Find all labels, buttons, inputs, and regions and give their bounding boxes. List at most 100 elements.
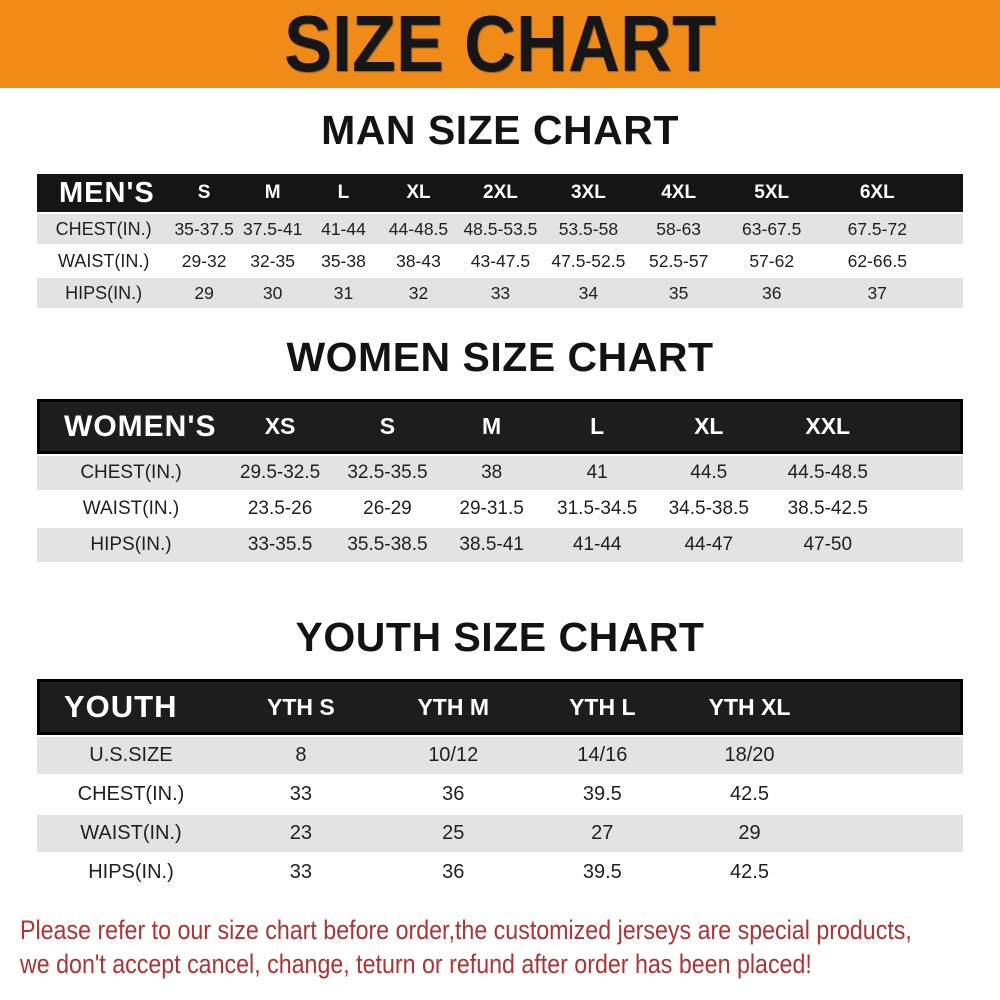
men-cell-0-4: 48.5-53.5 bbox=[457, 214, 544, 244]
men-row-label-1: WAIST(IN.) bbox=[37, 246, 171, 276]
men-cell-0-1: 37.5-41 bbox=[237, 214, 308, 244]
men-header-filler bbox=[935, 174, 963, 212]
women-cell-2-3: 41-44 bbox=[543, 528, 651, 562]
women-cell-filler-2 bbox=[888, 528, 963, 562]
men-cell-filler-2 bbox=[935, 278, 963, 308]
men-column-header-0: S bbox=[170, 174, 238, 212]
youth-column-header-1: YTH M bbox=[376, 679, 530, 735]
women-cell-2-4: 44-47 bbox=[650, 528, 767, 562]
women-cell-filler-0 bbox=[888, 456, 963, 490]
youth-cell-1-2: 39.5 bbox=[529, 776, 675, 813]
youth-cell-2-0: 23 bbox=[224, 815, 377, 852]
men-row-2: HIPS(IN.) 29 30 31 32 33 34 35 36 37 bbox=[37, 278, 963, 308]
men-cell-1-4: 43-47.5 bbox=[457, 246, 544, 276]
youth-corner-label: YOUTH bbox=[37, 679, 225, 735]
youth-cell-3-2: 39.5 bbox=[529, 854, 675, 891]
youth-cell-0-3: 18/20 bbox=[674, 737, 825, 774]
women-cell-0-5: 44.5-48.5 bbox=[766, 456, 889, 490]
men-cell-0-5: 53.5-58 bbox=[543, 214, 634, 244]
youth-header-filler bbox=[824, 679, 963, 735]
men-cell-2-7: 36 bbox=[724, 278, 820, 308]
men-cell-0-8: 67.5-72 bbox=[819, 214, 936, 244]
men-row-label-2: HIPS(IN.) bbox=[37, 278, 171, 308]
women-cell-0-0: 29.5-32.5 bbox=[224, 456, 336, 490]
women-column-header-3: L bbox=[543, 399, 651, 454]
banner: SIZE CHART bbox=[0, 0, 1000, 88]
footnote-line-1: Please refer to our size chart before or… bbox=[20, 915, 912, 945]
women-column-header-2: M bbox=[439, 399, 544, 454]
youth-cell-filler-0 bbox=[824, 737, 963, 774]
women-cell-0-4: 44.5 bbox=[650, 456, 767, 490]
women-column-header-4: XL bbox=[650, 399, 767, 454]
men-cell-1-0: 29-32 bbox=[170, 246, 238, 276]
women-cell-1-1: 26-29 bbox=[335, 492, 440, 526]
youth-column-header-0: YTH S bbox=[224, 679, 377, 735]
women-cell-2-1: 35.5-38.5 bbox=[335, 528, 440, 562]
men-column-header-2: L bbox=[307, 174, 380, 212]
youth-cell-filler-2 bbox=[824, 815, 963, 852]
youth-cell-filler-3 bbox=[824, 854, 963, 891]
men-column-header-8: 6XL bbox=[819, 174, 936, 212]
footnote: Please refer to our size chart before or… bbox=[20, 913, 1000, 981]
youth-section-title: YOUTH SIZE CHART bbox=[295, 614, 705, 660]
men-section-title: MAN SIZE CHART bbox=[321, 107, 679, 153]
men-column-header-5: 3XL bbox=[543, 174, 634, 212]
youth-cell-1-0: 33 bbox=[224, 776, 377, 813]
women-row-label-0: CHEST(IN.) bbox=[37, 456, 225, 490]
men-cell-filler-1 bbox=[935, 246, 963, 276]
youth-cell-3-1: 36 bbox=[376, 854, 530, 891]
men-cell-0-2: 41-44 bbox=[307, 214, 380, 244]
youth-cell-0-1: 10/12 bbox=[376, 737, 530, 774]
men-cell-2-2: 31 bbox=[307, 278, 380, 308]
women-column-header-0: XS bbox=[224, 399, 336, 454]
women-cell-2-0: 33-35.5 bbox=[224, 528, 336, 562]
youth-row-3: HIPS(IN.) 33 36 39.5 42.5 bbox=[37, 854, 963, 891]
youth-cell-1-3: 42.5 bbox=[674, 776, 825, 813]
men-cell-2-3: 32 bbox=[379, 278, 458, 308]
women-size-table: WOMEN'S XS S M L XL XXL CHEST(IN.) 29.5-32.5 32.5… bbox=[37, 397, 963, 564]
youth-cell-2-3: 29 bbox=[674, 815, 825, 852]
women-section-title: WOMEN SIZE CHART bbox=[286, 334, 714, 380]
men-cell-filler-0 bbox=[935, 214, 963, 244]
youth-row-2: WAIST(IN.) 23 25 27 29 bbox=[37, 815, 963, 852]
women-cell-filler-1 bbox=[888, 492, 963, 526]
youth-header-row: YOUTH YTH S YTH M YTH L YTH XL bbox=[37, 679, 963, 735]
women-row-label-1: WAIST(IN.) bbox=[37, 492, 225, 526]
women-header-filler bbox=[888, 399, 963, 454]
men-column-header-4: 2XL bbox=[457, 174, 544, 212]
women-cell-1-5: 38.5-42.5 bbox=[766, 492, 889, 526]
men-cell-1-7: 57-62 bbox=[724, 246, 820, 276]
women-header-row: WOMEN'S XS S M L XL XXL bbox=[37, 399, 963, 454]
women-cell-0-1: 32.5-35.5 bbox=[335, 456, 440, 490]
men-cell-2-8: 37 bbox=[819, 278, 936, 308]
women-corner-label: WOMEN'S bbox=[37, 399, 225, 454]
youth-row-label-0: U.S.SIZE bbox=[37, 737, 225, 774]
men-cell-2-1: 30 bbox=[237, 278, 308, 308]
men-column-header-6: 4XL bbox=[633, 174, 725, 212]
women-row-1: WAIST(IN.) 23.5-26 26-29 29-31.5 31.5-34.5 34… bbox=[37, 492, 963, 526]
men-cell-2-0: 29 bbox=[170, 278, 238, 308]
youth-cell-0-0: 8 bbox=[224, 737, 377, 774]
men-cell-1-2: 35-38 bbox=[307, 246, 380, 276]
women-cell-2-2: 38.5-41 bbox=[439, 528, 544, 562]
section-men: MAN SIZE CHART MEN'S S M L XL 2XL 3XL 4XL 5XL 6XL… bbox=[0, 109, 1000, 310]
women-cell-1-2: 29-31.5 bbox=[439, 492, 544, 526]
men-cell-2-5: 34 bbox=[543, 278, 634, 308]
men-cell-0-3: 44-48.5 bbox=[379, 214, 458, 244]
women-column-header-5: XXL bbox=[766, 399, 889, 454]
men-column-header-1: M bbox=[237, 174, 308, 212]
women-row-label-2: HIPS(IN.) bbox=[37, 528, 225, 562]
men-cell-1-6: 52.5-57 bbox=[633, 246, 725, 276]
men-corner-label: MEN'S bbox=[37, 174, 171, 212]
men-size-table-container: MEN'S S M L XL 2XL 3XL 4XL 5XL 6XL CHEST(IN.) 35-37… bbox=[0, 172, 1000, 310]
women-cell-2-5: 47-50 bbox=[766, 528, 889, 562]
men-cell-1-5: 47.5-52.5 bbox=[543, 246, 634, 276]
women-cell-1-0: 23.5-26 bbox=[224, 492, 336, 526]
women-row-0: CHEST(IN.) 29.5-32.5 32.5-35.5 38 41 44.5 44.5… bbox=[37, 456, 963, 490]
youth-size-table-container: YOUTH YTH S YTH M YTH L YTH XL U.S.SIZE 8 10/12… bbox=[0, 677, 1000, 893]
section-youth: YOUTH SIZE CHART YOUTH YTH S YTH M YTH L YTH… bbox=[0, 616, 1000, 893]
men-row-1: WAIST(IN.) 29-32 32-35 35-38 38-43 43-47.5 47.… bbox=[37, 246, 963, 276]
youth-row-0: U.S.SIZE 8 10/12 14/16 18/20 bbox=[37, 737, 963, 774]
men-cell-2-4: 33 bbox=[457, 278, 544, 308]
